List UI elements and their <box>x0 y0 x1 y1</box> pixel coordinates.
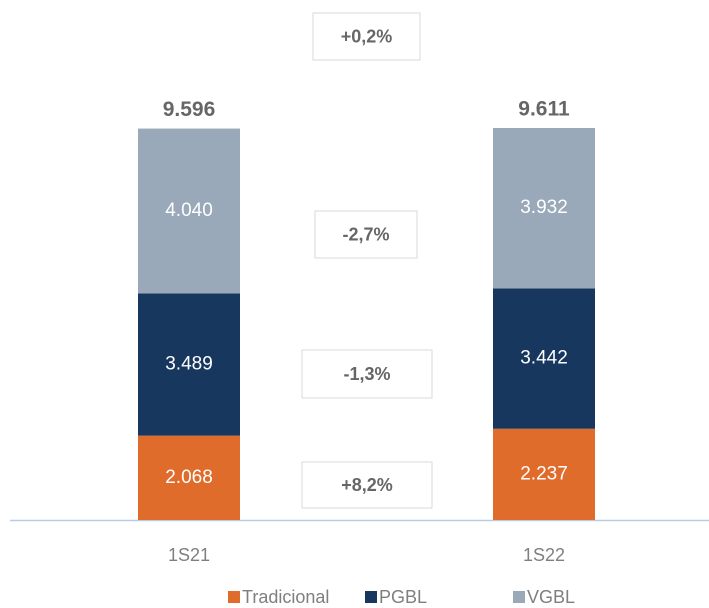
annotation: -2,7% <box>342 224 389 244</box>
bar-segment <box>138 293 240 436</box>
value-label: 3.489 <box>165 354 213 375</box>
x-tick-label: 1S21 <box>168 545 210 565</box>
annotation-box <box>301 461 433 509</box>
legend-swatch <box>513 591 525 603</box>
legend-swatch <box>365 591 377 603</box>
legend-label: Tradicional <box>242 587 329 607</box>
total-label: 9.611 <box>518 98 570 121</box>
legend-label: PGBL <box>379 587 427 607</box>
annotation: +0,2% <box>341 26 393 46</box>
total-label: 9.596 <box>163 98 216 121</box>
annotation: -1,3% <box>343 364 390 384</box>
bar-segment <box>138 435 240 520</box>
bar-segment <box>493 428 595 520</box>
value-label: 3.442 <box>520 348 568 369</box>
annotation-box <box>312 12 421 61</box>
value-label: 2.237 <box>520 463 568 484</box>
value-label: 3.932 <box>520 197 568 218</box>
bar-segment <box>138 128 240 294</box>
bar-segment <box>493 288 595 429</box>
legend-label: VGBL <box>527 587 575 607</box>
legend-swatch <box>228 591 240 603</box>
bar-segment <box>493 128 595 289</box>
annotation-box <box>314 210 418 259</box>
value-label: 4.040 <box>165 200 213 221</box>
x-tick-label: 1S22 <box>523 545 565 565</box>
value-label: 2.068 <box>165 467 213 488</box>
annotation-box <box>301 349 433 399</box>
annotation: +8,2% <box>341 475 393 495</box>
